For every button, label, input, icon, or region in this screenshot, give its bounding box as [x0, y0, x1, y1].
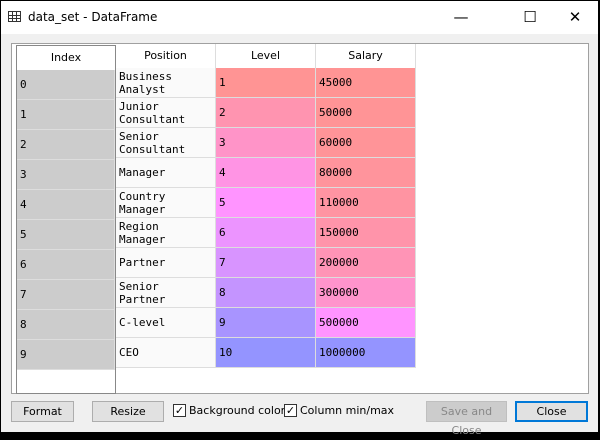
position-cell[interactable]: Senior Partner [116, 278, 216, 308]
level-cell[interactable]: 9 [216, 308, 316, 338]
format-button[interactable]: Format [11, 401, 74, 422]
level-cell[interactable]: 3 [216, 128, 316, 158]
column-minmax-checkbox[interactable]: ✓ [284, 404, 297, 417]
background-color-label: Background color [189, 404, 286, 417]
position-cell[interactable]: Junior Consultant [116, 98, 216, 128]
position-cell[interactable]: Partner [116, 248, 216, 278]
level-cell[interactable]: 10 [216, 338, 316, 368]
index-cell[interactable]: 2 [17, 130, 115, 160]
position-cell[interactable]: CEO [116, 338, 216, 368]
index-cell[interactable]: 1 [17, 100, 115, 130]
level-cell[interactable]: 5 [216, 188, 316, 218]
level-cell[interactable]: 7 [216, 248, 316, 278]
maximize-button[interactable]: ☐ [523, 8, 537, 26]
position-cell[interactable]: Country Manager [116, 188, 216, 218]
index-cell[interactable]: 6 [17, 250, 115, 280]
close-button[interactable]: Close [515, 401, 588, 422]
column-header-position[interactable]: Position [116, 44, 216, 68]
resize-button[interactable]: Resize [92, 401, 164, 422]
index-cell[interactable]: 8 [17, 310, 115, 340]
position-cell[interactable]: Manager [116, 158, 216, 188]
save-and-close-button[interactable]: Save and Close [426, 401, 507, 437]
window-title: data_set - DataFrame [28, 10, 158, 24]
index-cell[interactable]: 5 [17, 220, 115, 250]
salary-cell[interactable]: 80000 [316, 158, 416, 188]
index-header[interactable]: Index [17, 46, 115, 70]
salary-cell[interactable]: 110000 [316, 188, 416, 218]
background-color-checkbox[interactable]: ✓ [173, 404, 186, 417]
position-cell[interactable]: Business Analyst [116, 68, 216, 98]
salary-cell[interactable]: 500000 [316, 308, 416, 338]
salary-cell[interactable]: 45000 [316, 68, 416, 98]
salary-cell[interactable]: 50000 [316, 98, 416, 128]
position-cell[interactable]: Region Manager [116, 218, 216, 248]
index-cell[interactable]: 9 [17, 340, 115, 370]
position-cell[interactable]: Senior Consultant [116, 128, 216, 158]
close-window-button[interactable]: ✕ [568, 8, 582, 26]
salary-cell[interactable]: 200000 [316, 248, 416, 278]
salary-cell[interactable]: 150000 [316, 218, 416, 248]
position-cell[interactable]: C-level [116, 308, 216, 338]
title-bar: data_set - DataFrame — ☐ ✕ [1, 1, 598, 34]
minimize-button[interactable]: — [453, 8, 469, 26]
index-cell[interactable]: 3 [17, 160, 115, 190]
level-cell[interactable]: 1 [216, 68, 316, 98]
table-icon [8, 11, 21, 22]
index-cell[interactable]: 0 [17, 70, 115, 100]
level-cell[interactable]: 2 [216, 98, 316, 128]
level-cell[interactable]: 6 [216, 218, 316, 248]
column-minmax-label: Column min/max [300, 404, 395, 417]
column-header-level[interactable]: Level [216, 44, 316, 68]
salary-cell[interactable]: 1000000 [316, 338, 416, 368]
index-cell[interactable]: 4 [17, 190, 115, 220]
salary-cell[interactable]: 300000 [316, 278, 416, 308]
salary-cell[interactable]: 60000 [316, 128, 416, 158]
index-cell[interactable]: 7 [17, 280, 115, 310]
level-cell[interactable]: 4 [216, 158, 316, 188]
level-cell[interactable]: 8 [216, 278, 316, 308]
column-header-salary[interactable]: Salary [316, 44, 416, 68]
